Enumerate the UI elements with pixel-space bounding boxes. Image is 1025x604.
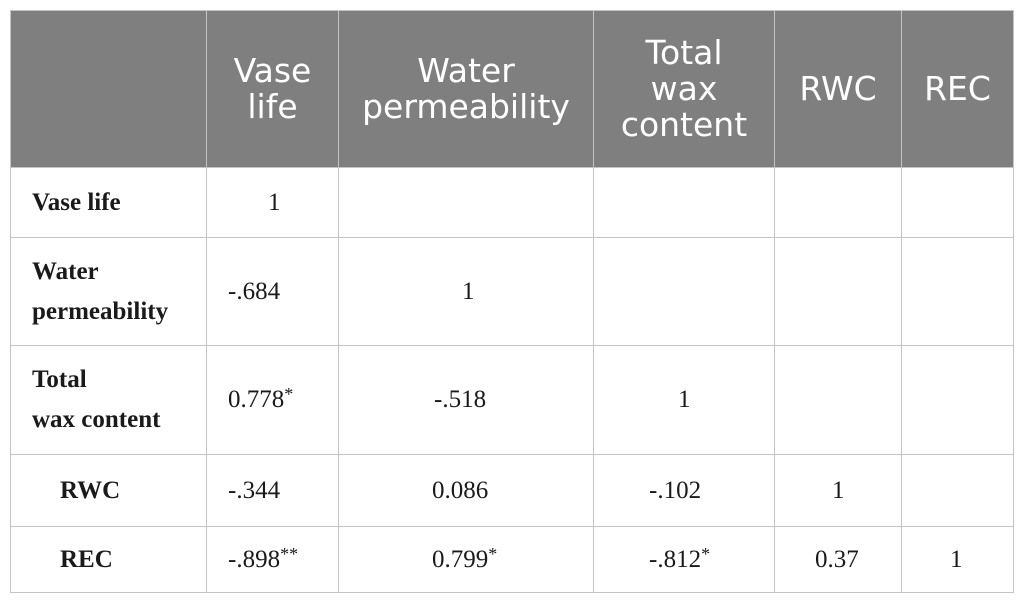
cell-value: -.812 <box>649 545 702 573</box>
row-label-rec: REC <box>10 526 207 593</box>
cell-value: -.898 <box>228 545 281 573</box>
header-line: Total <box>645 33 723 72</box>
header-row: Vase life Water permeability Total wax c… <box>10 10 1014 168</box>
cell-value: 1 <box>268 188 281 216</box>
cell-value: 0.778 <box>228 386 285 413</box>
header-line: Water <box>417 51 515 90</box>
cell-value: 0.799 <box>432 545 489 573</box>
row-label-rwc: RWC <box>10 454 207 527</box>
table-cell <box>774 345 902 455</box>
header-line: wax <box>650 69 718 108</box>
table-row-total-wax-content: Total wax content 0.778* -.518 1 <box>10 345 1014 455</box>
correlation-table-container: Vase life Water permeability Total wax c… <box>10 10 1014 593</box>
header-line: content <box>620 105 748 144</box>
cell-value: 1 <box>462 277 475 305</box>
significance-mark: * <box>284 384 294 404</box>
row-label-line: REC <box>60 545 113 573</box>
significance-mark: * <box>488 543 498 564</box>
row-label-line: Water <box>32 257 99 285</box>
cell-value: -.518 <box>434 386 487 413</box>
table-cell: -.684 <box>206 237 339 346</box>
table-cell <box>901 237 1014 346</box>
table-cell: -.344 <box>206 454 339 527</box>
row-label-total-wax-content: Total wax content <box>10 345 207 455</box>
correlation-table: Vase life Water permeability Total wax c… <box>10 10 1014 593</box>
header-line: RWC <box>799 69 877 108</box>
row-label-line: RWC <box>60 476 121 504</box>
cell-value: 1 <box>678 386 691 413</box>
table-cell <box>774 237 902 346</box>
header-water-permeability: Water permeability <box>338 10 594 168</box>
table-cell: 0.37 <box>774 526 902 593</box>
table-row-water-permeability: Water permeability -.684 1 <box>10 237 1014 346</box>
table-cell <box>774 167 902 238</box>
cell-value: 1 <box>832 476 845 504</box>
table-cell: 1 <box>774 454 902 527</box>
table-cell <box>593 237 775 346</box>
cell-value: -.344 <box>228 476 281 504</box>
table-cell: -.812* <box>593 526 775 593</box>
table-cell: 1 <box>593 345 775 455</box>
header-line: life <box>247 87 298 126</box>
header-total-wax-content: Total wax content <box>593 10 775 168</box>
row-label-line: Total <box>32 366 87 393</box>
table-cell <box>338 167 594 238</box>
table-cell <box>901 454 1014 527</box>
significance-mark: * <box>701 543 711 564</box>
header-corner-cell <box>10 10 207 168</box>
table-cell: -.518 <box>338 345 594 455</box>
cell-value: 1 <box>950 545 963 573</box>
table-cell: -.898** <box>206 526 339 593</box>
header-rec: REC <box>901 10 1014 168</box>
table-cell: -.102 <box>593 454 775 527</box>
header-line: Vase <box>233 51 312 90</box>
cell-value: 0.086 <box>432 476 489 504</box>
table-cell <box>901 167 1014 238</box>
row-label-line: Vase life <box>32 188 121 216</box>
cell-value: -.684 <box>228 277 281 305</box>
table-cell: 0.086 <box>338 454 594 527</box>
table-row-vase-life: Vase life 1 <box>10 167 1014 238</box>
table-cell: 0.778* <box>206 345 339 455</box>
row-label-water-permeability: Water permeability <box>10 237 207 346</box>
table-cell: 1 <box>206 167 339 238</box>
table-row-rwc: RWC -.344 0.086 -.102 1 <box>10 454 1014 527</box>
header-vase-life: Vase life <box>206 10 339 168</box>
header-rwc: RWC <box>774 10 902 168</box>
header-line: REC <box>924 69 991 108</box>
table-cell: 1 <box>338 237 594 346</box>
table-cell: 1 <box>901 526 1014 593</box>
header-line: permeability <box>362 87 570 126</box>
table-cell: 0.799* <box>338 526 594 593</box>
row-label-line: permeability <box>32 297 169 325</box>
row-label-vase-life: Vase life <box>10 167 207 238</box>
row-label-line: wax content <box>32 406 161 433</box>
table-row-rec: REC -.898** 0.799* -.812* 0.37 1 <box>10 526 1014 593</box>
cell-value: -.102 <box>649 476 702 504</box>
cell-value: 0.37 <box>815 545 859 573</box>
table-cell <box>901 345 1014 455</box>
significance-mark: ** <box>280 543 299 564</box>
table-cell <box>593 167 775 238</box>
